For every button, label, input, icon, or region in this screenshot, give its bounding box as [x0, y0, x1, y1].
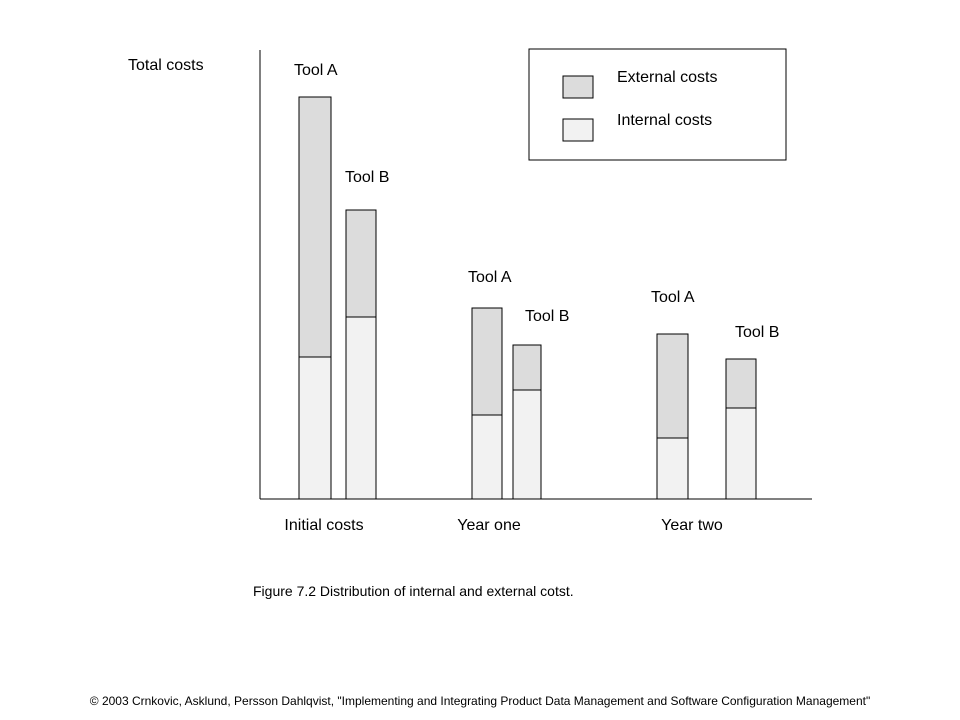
bar-label-2-1: Tool B	[735, 324, 779, 341]
bar-label-1-0: Tool A	[468, 269, 512, 286]
group-label-1: Year one	[457, 517, 521, 534]
legend-label-internal: Internal costs	[617, 112, 712, 129]
bar-internal-0-1	[345, 316, 377, 500]
group-label-2: Year two	[661, 517, 723, 534]
y-axis-label: Total costs	[128, 57, 204, 74]
bar-label-2-0: Tool A	[651, 289, 695, 306]
bar-external-1-0	[471, 307, 503, 416]
bar-internal-0-0	[298, 356, 332, 500]
bar-internal-1-1	[512, 389, 542, 500]
bar-internal-2-1	[725, 407, 757, 500]
bar-external-2-0	[656, 333, 689, 439]
bar-label-0-0: Tool A	[294, 62, 338, 79]
bar-external-1-1	[512, 344, 542, 391]
bar-label-0-1: Tool B	[345, 169, 389, 186]
group-label-0: Initial costs	[284, 517, 363, 534]
legend-label-external: External costs	[617, 69, 717, 86]
bar-external-0-0	[298, 96, 332, 358]
bar-external-0-1	[345, 209, 377, 318]
bar-label-1-1: Tool B	[525, 308, 569, 325]
legend-box	[528, 48, 787, 161]
bar-internal-2-0	[656, 437, 689, 500]
legend-swatch-internal	[562, 118, 594, 142]
figure-caption: Figure 7.2 Distribution of internal and …	[253, 583, 574, 599]
legend-swatch-external	[562, 75, 594, 99]
bar-external-2-1	[725, 358, 757, 409]
copyright-credit: © 2003 Crnkovic, Asklund, Persson Dahlqv…	[89, 694, 871, 708]
bar-internal-1-0	[471, 414, 503, 500]
